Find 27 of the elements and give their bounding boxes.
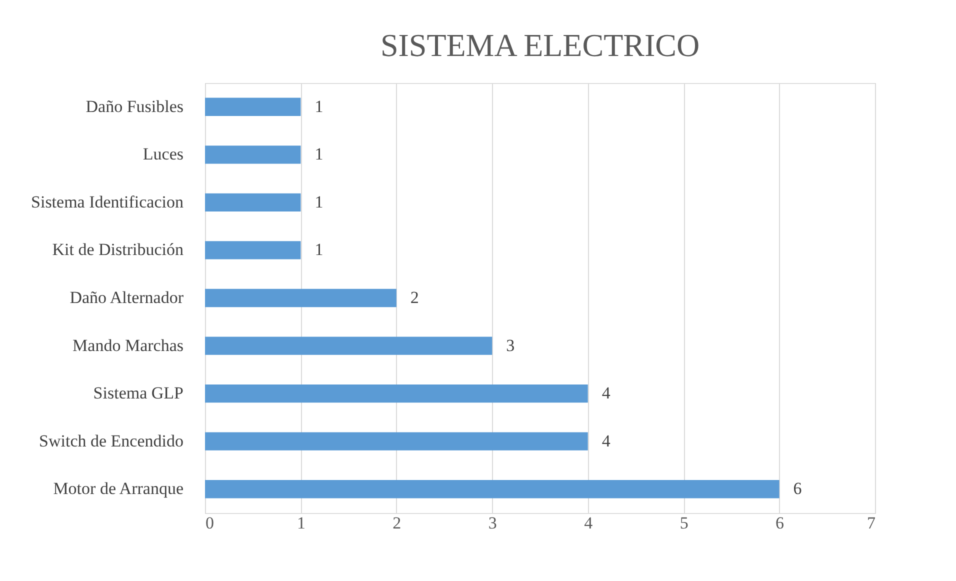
y-tick-label: Daño Alternador	[70, 288, 184, 307]
data-label: 1	[314, 240, 324, 260]
data-label: 4	[602, 384, 611, 403]
x-tick-label: 4	[584, 514, 594, 532]
y-tick-label: Sistema GLP	[93, 384, 184, 403]
chart-title: SISTEMA ELECTRICO	[380, 27, 700, 63]
y-tick-label: Daño Fusibles	[86, 96, 184, 116]
x-tick-label: 2	[392, 514, 402, 532]
y-tick-label: Sistema Identificacion	[31, 192, 184, 212]
y-tick-label: Luces	[142, 144, 184, 164]
data-label: 3	[506, 336, 515, 355]
x-tick-label: 7	[867, 514, 876, 532]
y-tick-label: Mando Marchas	[72, 336, 184, 355]
data-label: 1	[314, 144, 324, 164]
y-tick-label: Motor de Arranque	[53, 479, 184, 498]
data-label: 1	[314, 96, 324, 116]
x-tick-label: 5	[680, 514, 688, 532]
data-label: 1	[314, 192, 324, 212]
data-label: 2	[410, 288, 419, 307]
y-tick-label: Switch de Encendido	[39, 431, 184, 450]
y-tick-label: Kit de Distribución	[52, 240, 184, 260]
x-tick-label: 1	[296, 514, 306, 532]
x-tick-label: 0	[206, 514, 214, 532]
x-tick-label: 3	[488, 514, 497, 532]
data-label: 4	[602, 431, 611, 450]
data-label: 6	[793, 479, 802, 498]
x-tick-label: 6	[776, 514, 784, 532]
